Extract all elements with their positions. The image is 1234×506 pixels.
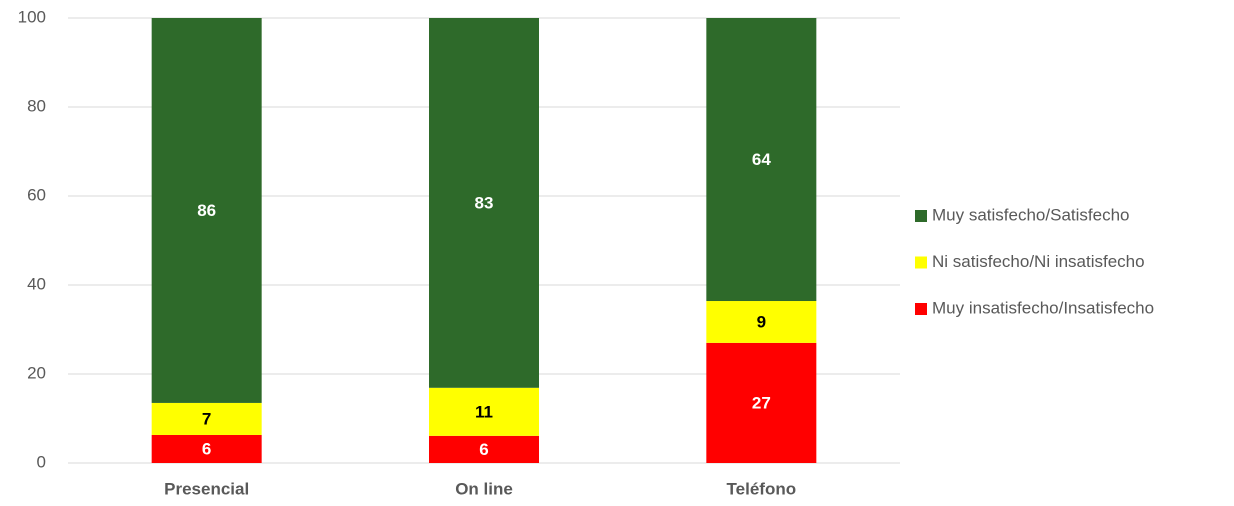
data-label: 64 <box>752 150 771 169</box>
x-tick-label: Presencial <box>164 479 249 498</box>
legend-label: Muy insatisfecho/Insatisfecho <box>932 298 1154 317</box>
legend-label: Muy satisfecho/Satisfecho <box>932 205 1129 224</box>
y-tick-label: 80 <box>27 96 46 115</box>
data-label: 7 <box>202 409 211 428</box>
legend-label: Ni satisfecho/Ni insatisfecho <box>932 252 1145 271</box>
bar-segment <box>706 342 817 463</box>
y-tick-label: 0 <box>37 452 46 471</box>
data-label: 11 <box>475 402 493 421</box>
data-label: 86 <box>197 201 216 220</box>
data-label: 83 <box>475 193 494 212</box>
bar-segment <box>429 435 539 463</box>
legend-swatch <box>915 256 927 269</box>
legend-swatch <box>915 303 927 315</box>
bar-segment <box>706 18 817 302</box>
bar-segment <box>151 434 262 463</box>
data-label: 6 <box>479 440 488 459</box>
bar-segment <box>429 18 539 388</box>
x-tick-label: Teléfono <box>727 479 797 498</box>
data-label: 6 <box>202 439 211 458</box>
y-tick-label: 60 <box>27 185 46 204</box>
legend-swatch <box>915 210 927 222</box>
data-label: 27 <box>752 393 771 412</box>
y-tick-label: 20 <box>27 363 46 382</box>
y-tick-label: 100 <box>18 7 46 26</box>
bar-segment <box>706 301 817 343</box>
x-tick-label: On line <box>455 479 513 498</box>
bar-segment <box>429 387 539 436</box>
y-tick-label: 40 <box>27 274 46 293</box>
bar-segment <box>151 18 262 403</box>
bar-segment <box>151 402 262 435</box>
data-label: 9 <box>757 312 766 331</box>
